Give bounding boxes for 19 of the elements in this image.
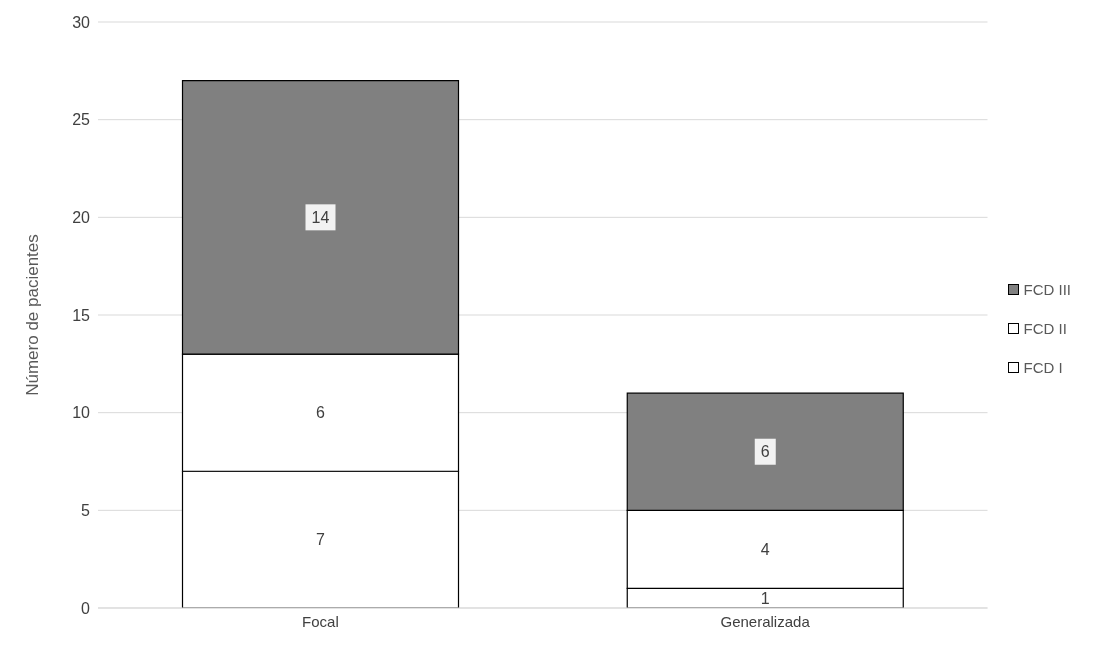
x-tick-label: Focal <box>302 612 339 630</box>
data-label: 7 <box>316 531 326 549</box>
y-axis-title: Número de pacientes <box>23 234 43 396</box>
y-tick-label: 10 <box>72 404 91 422</box>
x-tick-label: Generalizada <box>720 612 811 630</box>
y-tick-label: 5 <box>81 502 91 520</box>
legend-label: FCD III <box>1023 280 1071 298</box>
data-label: 1 <box>760 589 770 607</box>
legend-label: FCD II <box>1023 319 1067 337</box>
y-tick-label: 20 <box>72 209 91 227</box>
y-tick-label: 25 <box>72 111 91 129</box>
data-label: 4 <box>760 540 770 558</box>
data-label: 6 <box>760 443 770 461</box>
data-label: 14 <box>311 208 330 226</box>
y-tick-label: 15 <box>72 306 91 324</box>
legend-label: FCD I <box>1023 358 1063 376</box>
y-tick-label: 0 <box>81 599 91 617</box>
data-label: 6 <box>316 404 326 422</box>
y-tick-label: 30 <box>72 13 91 31</box>
